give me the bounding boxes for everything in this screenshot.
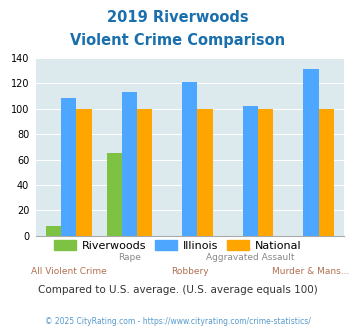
Text: Violent Crime Comparison: Violent Crime Comparison [70,33,285,48]
Text: Rape: Rape [118,253,141,262]
Text: 2019 Riverwoods: 2019 Riverwoods [107,10,248,25]
Bar [76,109,92,236]
Legend: Riverwoods, Illinois, National: Riverwoods, Illinois, National [49,236,306,255]
Text: Aggravated Assault: Aggravated Assault [206,253,295,262]
Bar [319,109,334,236]
Bar [61,98,76,236]
Bar [258,109,273,236]
Bar [106,153,122,236]
Bar [182,82,197,236]
Bar [46,226,61,236]
Bar [197,109,213,236]
Text: All Violent Crime: All Violent Crime [31,267,107,276]
Bar [122,92,137,236]
Text: Compared to U.S. average. (U.S. average equals 100): Compared to U.S. average. (U.S. average … [38,285,317,295]
Bar [304,69,319,236]
Text: Murder & Mans...: Murder & Mans... [272,267,350,276]
Text: Robbery: Robbery [171,267,209,276]
Text: © 2025 CityRating.com - https://www.cityrating.com/crime-statistics/: © 2025 CityRating.com - https://www.city… [45,317,310,326]
Bar [243,106,258,236]
Bar [137,109,152,236]
